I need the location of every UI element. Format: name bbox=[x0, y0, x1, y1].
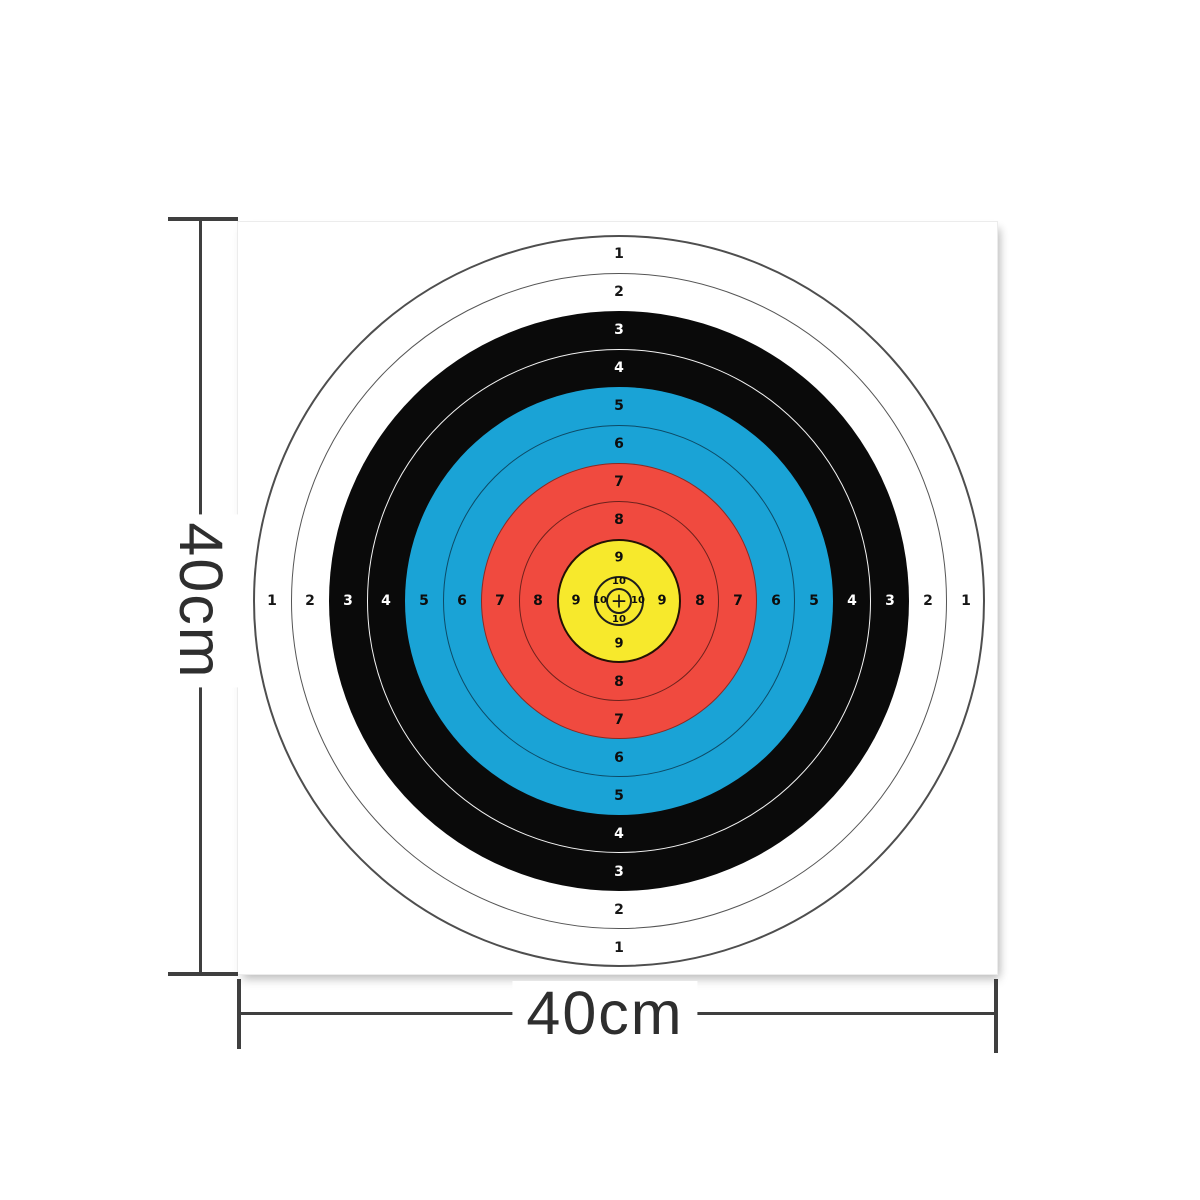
ring-label-4: 4 bbox=[614, 826, 624, 842]
left-dimension-tick-bottom bbox=[168, 972, 238, 976]
bottom-dimension-tick-left bbox=[237, 979, 241, 1049]
ring-label-10: 10 bbox=[631, 595, 645, 606]
ring-label-4: 4 bbox=[614, 360, 624, 376]
ring-label-6: 6 bbox=[614, 436, 624, 452]
ring-label-4: 4 bbox=[381, 593, 391, 609]
ring-label-8: 8 bbox=[614, 674, 624, 690]
ring-label-6: 6 bbox=[771, 593, 781, 609]
center-cross-mark: + bbox=[610, 588, 628, 613]
ring-label-8: 8 bbox=[695, 593, 705, 609]
archery-target: 1 1 1 1 2 2 2 2 3 3 3 3 4 4 4 4 5 5 5 5 6 6 6 6 7 7 7 7 8 8 8 8 9 9 9 9 10 10… bbox=[238, 222, 997, 974]
ring-label-8: 8 bbox=[614, 512, 624, 528]
ring-label-1: 1 bbox=[614, 940, 624, 956]
ring-label-1: 1 bbox=[614, 246, 624, 262]
ring-label-3: 3 bbox=[614, 322, 624, 338]
bottom-dimension-tick-right bbox=[994, 979, 998, 1053]
ring-label-10: 10 bbox=[593, 595, 607, 606]
ring-label-5: 5 bbox=[614, 398, 624, 414]
ring-label-1: 1 bbox=[961, 593, 971, 609]
ring-label-7: 7 bbox=[495, 593, 505, 609]
ring-label-5: 5 bbox=[419, 593, 429, 609]
ring-label-2: 2 bbox=[305, 593, 315, 609]
ring-label-3: 3 bbox=[343, 593, 353, 609]
ring-label-2: 2 bbox=[923, 593, 933, 609]
ring-label-2: 2 bbox=[614, 902, 624, 918]
ring-label-9: 9 bbox=[614, 550, 624, 566]
ring-label-4: 4 bbox=[847, 593, 857, 609]
ring-label-9: 9 bbox=[657, 593, 667, 609]
x-ring-disc bbox=[606, 588, 632, 614]
left-dimension-tick-top bbox=[168, 217, 238, 221]
ring-label-7: 7 bbox=[733, 593, 743, 609]
left-dimension-label: 40cm bbox=[148, 514, 254, 688]
ring-label-7: 7 bbox=[614, 474, 624, 490]
bottom-dimension-label: 40cm bbox=[512, 981, 698, 1045]
ring-label-10: 10 bbox=[612, 614, 626, 625]
ring-label-10: 10 bbox=[612, 576, 626, 587]
ring-label-5: 5 bbox=[809, 593, 819, 609]
ring-label-5: 5 bbox=[614, 788, 624, 804]
ring-label-3: 3 bbox=[885, 593, 895, 609]
ring-label-7: 7 bbox=[614, 712, 624, 728]
ring-label-2: 2 bbox=[614, 284, 624, 300]
target-paper: 1 1 1 1 2 2 2 2 3 3 3 3 4 4 4 4 5 5 5 5 6 6 6 6 7 7 7 7 8 8 8 8 9 9 9 9 10 10… bbox=[237, 221, 998, 975]
ring-label-3: 3 bbox=[614, 864, 624, 880]
ring-label-8: 8 bbox=[533, 593, 543, 609]
ring-label-6: 6 bbox=[457, 593, 467, 609]
ring-label-9: 9 bbox=[614, 636, 624, 652]
ring-label-1: 1 bbox=[267, 593, 277, 609]
ring-label-9: 9 bbox=[571, 593, 581, 609]
ring-label-6: 6 bbox=[614, 750, 624, 766]
